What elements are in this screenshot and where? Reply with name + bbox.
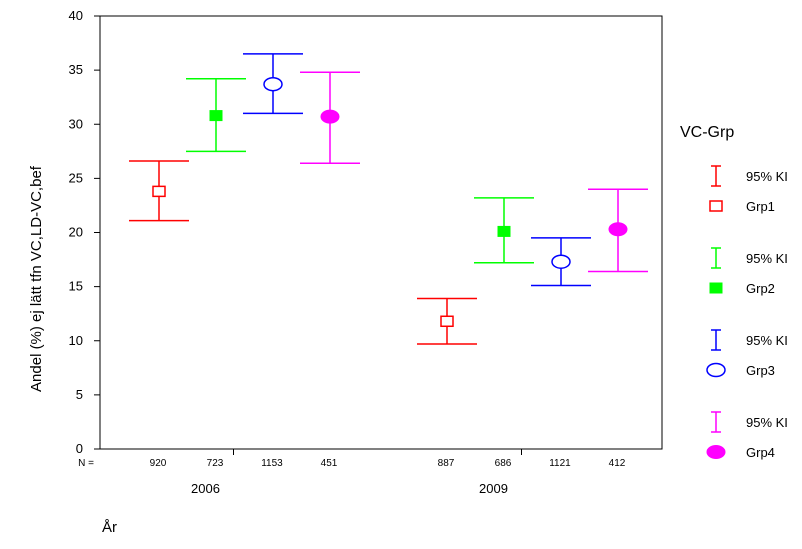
y-tick-label: 15 <box>69 279 83 294</box>
n-label: 723 <box>207 458 224 469</box>
errorbar-grp1-2009 <box>417 297 477 345</box>
n-label: 412 <box>609 458 626 469</box>
mean-marker <box>263 76 283 92</box>
legend-title: VC-Grp <box>680 124 734 141</box>
y-axis-title: Andel (%) ej lätt tfn VC,LD-VC,bef <box>28 165 45 392</box>
x-category-label: 2009 <box>479 481 508 496</box>
legend-marker <box>706 362 726 378</box>
legend-marker-icon <box>706 445 726 459</box>
y-tick-label: 10 <box>69 333 83 348</box>
errorbar-grp2-2006 <box>186 78 246 153</box>
x-category-label: 2006 <box>191 481 220 496</box>
n-label: 887 <box>438 458 455 469</box>
errorbar-grp1-2006 <box>129 160 189 222</box>
legend-marker-icon <box>709 200 723 212</box>
n-label: 1153 <box>261 458 283 469</box>
errorbar-grp4-2009 <box>588 188 648 273</box>
mean-marker <box>152 185 166 198</box>
errorbar-grp4-2006 <box>300 71 360 164</box>
legend: VC-Grp 95% KI Grp1 95% KI Grp2 95% KI Grp3 95% … <box>680 124 788 460</box>
y-tick-label: 40 <box>69 8 83 23</box>
legend-ci-label: 95% KI <box>746 169 788 184</box>
y-tick-label: 35 <box>69 62 83 77</box>
legend-marker-icon <box>706 362 726 378</box>
mean-marker <box>551 254 571 269</box>
mean-marker <box>209 110 223 122</box>
legend-series-label: Grp4 <box>746 445 775 460</box>
legend-series-label: Grp2 <box>746 281 775 296</box>
y-tick-label: 20 <box>69 225 83 240</box>
y-tick-label: 30 <box>69 116 83 131</box>
legend-marker-icon <box>709 282 723 294</box>
legend-ci-label: 95% KI <box>746 415 788 430</box>
y-tick-label: 5 <box>76 387 83 402</box>
legend-ci-icon <box>711 247 721 269</box>
legend-marker <box>706 445 726 459</box>
n-prefix-label: N = <box>78 458 94 469</box>
errorbar-grp3-2006 <box>243 53 303 115</box>
legend-ci-icon <box>711 165 721 187</box>
y-tick-label: 25 <box>69 170 83 185</box>
y-axis: 0 5 10 15 20 25 30 35 40 <box>69 8 100 456</box>
data-marks <box>129 53 648 345</box>
mean-marker <box>608 222 628 237</box>
x-axis: N = 2006 2009 920 887 723 686 1153 1121 451 412 <box>78 449 626 496</box>
n-label: 1121 <box>549 458 571 469</box>
legend-marker <box>709 200 723 212</box>
x-axis-title: År <box>102 519 117 536</box>
n-label: 920 <box>150 458 167 469</box>
mean-marker <box>440 315 454 328</box>
legend-marker <box>709 282 723 294</box>
errorbar-grp2-2009 <box>474 197 534 264</box>
n-label: 686 <box>495 458 512 469</box>
legend-ci-icon <box>711 329 721 351</box>
legend-series-label: Grp3 <box>746 363 775 378</box>
legend-ci-label: 95% KI <box>746 333 788 348</box>
errorbar-grp3-2009 <box>531 237 591 287</box>
mean-marker <box>320 109 340 124</box>
legend-ci-icon <box>711 411 721 433</box>
legend-series-label: Grp1 <box>746 199 775 214</box>
y-tick-label: 0 <box>76 441 83 456</box>
mean-marker <box>497 225 511 237</box>
legend-ci-label: 95% KI <box>746 251 788 266</box>
n-label: 451 <box>321 458 338 469</box>
